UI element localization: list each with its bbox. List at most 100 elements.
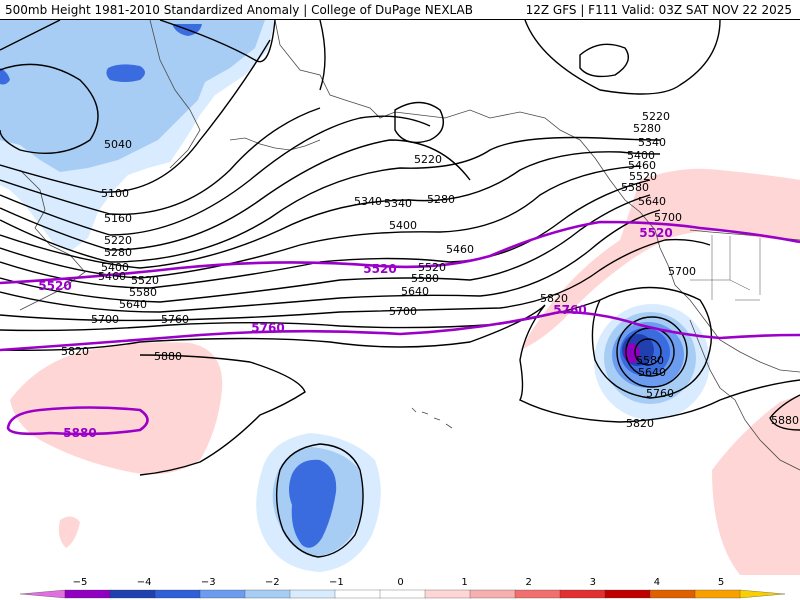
contour-label: 5280 — [104, 246, 132, 259]
purple-contour-label: 5520 — [639, 226, 672, 240]
colorbar-swatch — [694, 589, 741, 599]
contour-5340 — [0, 136, 661, 263]
aleutian-islands — [229, 137, 321, 151]
colorbar-tick-label: −4 — [137, 577, 152, 588]
contour-label: 5880 — [154, 350, 182, 363]
purple-contour-label: 5520 — [38, 279, 71, 293]
colorbar-tick-label: 0 — [397, 577, 403, 588]
contour-label: 5400 — [627, 149, 655, 162]
contour-5460 — [0, 165, 641, 279]
contour-5880-west — [139, 354, 306, 476]
contour-5100 — [0, 39, 271, 193]
contour-label: 5580 — [636, 354, 664, 367]
map-panel: 5040 5100 5160 5220 5280 5400 5460 5520 … — [0, 20, 800, 575]
contour-label: 5460 — [446, 243, 474, 256]
state-borders — [690, 235, 761, 301]
contour-label: 5640 — [638, 366, 666, 379]
contour-5520 — [0, 179, 651, 289]
contour-5700 — [0, 238, 711, 322]
contour-label: 5280 — [633, 122, 661, 135]
contour-label: 5820 — [540, 292, 568, 305]
contour-5160 — [0, 107, 321, 216]
contour-label: 5220 — [642, 110, 670, 123]
purple-contour-5760 — [0, 310, 800, 352]
colorbar-swatch — [244, 589, 291, 599]
purple-contour-5520 — [0, 220, 800, 285]
contour-5880-east — [769, 394, 800, 431]
contour-5640 — [0, 209, 661, 313]
colorbar-swatch — [109, 589, 156, 599]
mexico-coastline — [744, 419, 800, 471]
bering-low — [394, 101, 444, 144]
alaska-coastline — [274, 20, 800, 373]
colorbar-tick-label: 3 — [590, 577, 596, 588]
colorbar-swatch — [739, 589, 786, 599]
colorbar-tick-label: −1 — [329, 577, 344, 588]
purple-contours — [0, 220, 800, 436]
map-title: 500mb Height 1981-2010 Standardized Anom… — [5, 3, 473, 17]
colorbar-swatch — [199, 589, 246, 599]
coastlines — [19, 20, 800, 471]
colorbar-swatch — [64, 589, 111, 599]
colorbar-tick-label: 4 — [654, 577, 660, 588]
contour-5220-west — [0, 115, 431, 236]
contour-5580 — [0, 194, 651, 303]
positive-anomaly-area — [520, 168, 800, 350]
contour-label: 5580 — [621, 181, 649, 194]
contour-label: 5700 — [654, 211, 682, 224]
purple-contour-5880 — [6, 406, 149, 436]
colorbar-swatch — [289, 589, 336, 599]
colorbar-swatch — [334, 589, 381, 599]
contour-label: 5520 — [629, 170, 657, 183]
contour-label: 5700 — [389, 305, 417, 318]
contour-label: 5760 — [161, 313, 189, 326]
positive-anomaly-area — [712, 395, 800, 575]
map-header: 500mb Height 1981-2010 Standardized Anom… — [0, 0, 800, 20]
contour-label: 5520 — [418, 261, 446, 274]
contour-label: 5400 — [389, 219, 417, 232]
anomaly-colorbar: −5 −4 −3 −2 −1 0 1 2 3 4 5 — [19, 577, 786, 599]
contour-label: 5460 — [98, 270, 126, 283]
contour-label: 5340 — [384, 197, 412, 210]
contour-5820 — [0, 304, 800, 423]
height-contour-labels: 5040 5100 5160 5220 5280 5400 5460 5520 … — [61, 110, 799, 430]
contour-label: 5880 — [771, 414, 799, 427]
colorbar-swatch — [469, 589, 516, 599]
contour-label: 5220 — [104, 234, 132, 247]
central-pacific-low — [275, 443, 364, 558]
contour-label: 5100 — [101, 187, 129, 200]
contour-label: 5760 — [646, 387, 674, 400]
purple-contour-label: 5760 — [251, 321, 284, 335]
contour-label: 5280 — [427, 193, 455, 206]
negative-anomaly-core — [0, 68, 10, 85]
socal-low-contour — [634, 338, 662, 366]
nw-trough-contour — [0, 20, 276, 63]
colorbar-swatch — [154, 589, 201, 599]
contour-5040 — [0, 63, 99, 155]
contour-label: 5220 — [414, 153, 442, 166]
kamchatka-coastline — [149, 20, 201, 169]
colorbar-tick-label: −2 — [265, 577, 280, 588]
contour-5400 — [0, 151, 661, 269]
positive-anomaly-area — [58, 516, 80, 548]
contour-label: 5520 — [131, 274, 159, 287]
colorbar-tick-label: −5 — [73, 577, 88, 588]
arctic-contour — [319, 20, 721, 95]
contour-label: 5700 — [91, 313, 119, 326]
colorbar-tick-label: 5 — [718, 577, 724, 588]
contour-label: 5820 — [626, 417, 654, 430]
purple-contour-label: 5520 — [363, 262, 396, 276]
colorbar-swatches — [19, 589, 786, 599]
colorbar-swatch — [559, 589, 606, 599]
colorbar-tick-label: 1 — [461, 577, 467, 588]
japan-coastline — [19, 169, 86, 311]
contour-label: 5580 — [129, 286, 157, 299]
contour-label: 5340 — [638, 136, 666, 149]
socal-low-contour — [591, 286, 713, 399]
colorbar-swatch — [649, 589, 696, 599]
model-run-info: 12Z GFS | F111 Valid: 03Z SAT NOV 22 202… — [525, 3, 792, 17]
negative-anomaly-core — [289, 459, 337, 548]
contour-label: 5160 — [104, 212, 132, 225]
contour-label: 5640 — [119, 298, 147, 311]
